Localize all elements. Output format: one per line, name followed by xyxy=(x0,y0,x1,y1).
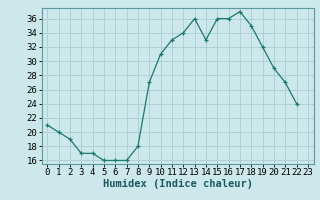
X-axis label: Humidex (Indice chaleur): Humidex (Indice chaleur) xyxy=(103,179,252,189)
